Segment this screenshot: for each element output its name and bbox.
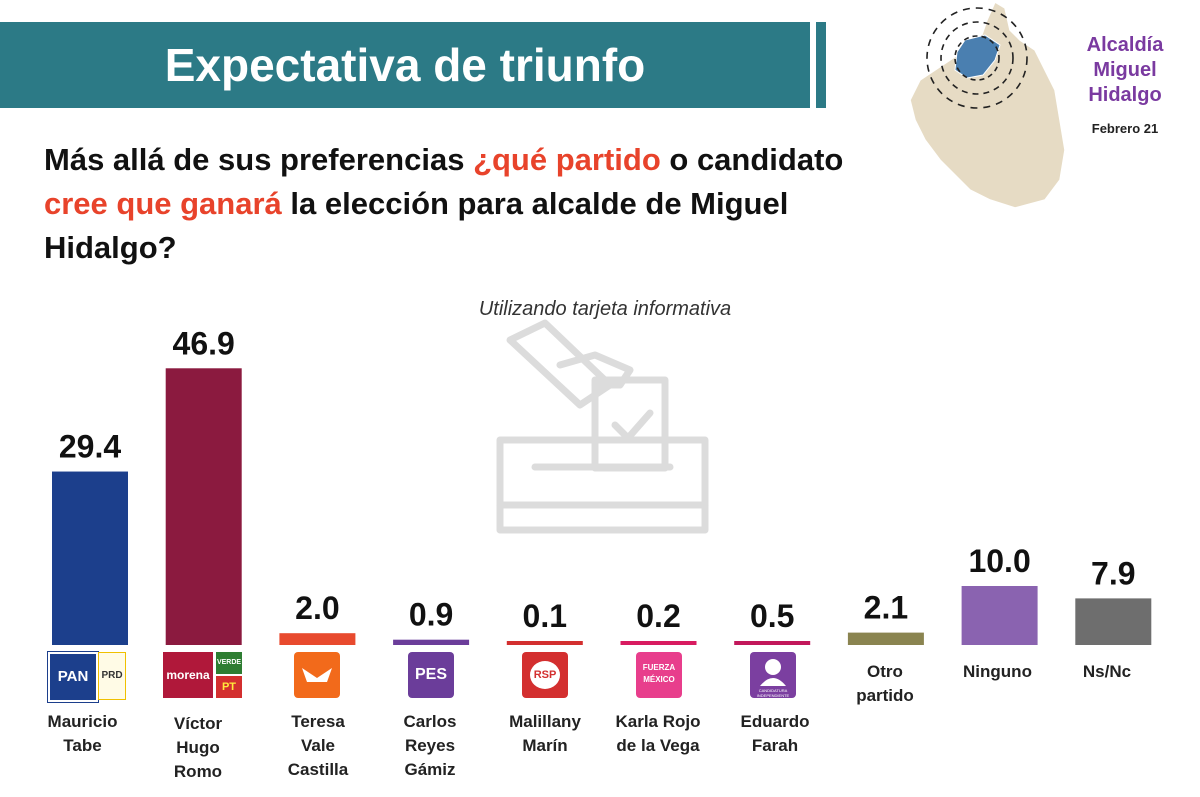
title-banner — [0, 22, 810, 108]
verde-logo-icon: VERDE — [216, 652, 242, 674]
bar-7 — [847, 632, 924, 645]
data-label-1: 46.9 — [173, 325, 235, 361]
fuerza-mexico-logo-icon: FUERZA MÉXICO — [636, 652, 682, 698]
question-highlight-1: ¿qué partido — [473, 142, 661, 177]
method-note: Utilizando tarjeta informativa — [478, 298, 732, 320]
category-label-6: Eduardo Farah — [740, 712, 810, 755]
pan-logo-icon: PAN — [47, 651, 99, 703]
question-text: Más allá de sus preferencias ¿qué partid… — [44, 138, 864, 270]
bar-3 — [393, 639, 470, 645]
category-label-7: Otro partido — [856, 662, 914, 705]
rsp-logo-text: RSP — [530, 661, 560, 689]
bar-4 — [506, 641, 583, 645]
data-label-4: 0.1 — [523, 598, 567, 634]
data-label-0: 29.4 — [59, 429, 121, 465]
category-label-4: Malillany Marín — [509, 712, 581, 755]
pt-logo-icon: PT — [216, 676, 242, 698]
data-label-6: 0.5 — [750, 598, 794, 634]
category-label-9: Ns/Nc — [1082, 662, 1132, 681]
data-label-7: 2.1 — [864, 590, 908, 626]
data-label-8: 10.0 — [968, 543, 1030, 579]
movimiento-ciudadano-logo-icon — [294, 652, 340, 698]
bar-1 — [165, 368, 242, 645]
rsp-logo-icon: RSP — [522, 652, 568, 698]
question-part-1: Más allá de sus preferencias — [44, 142, 474, 177]
category-label-0: Mauricio Tabe — [47, 712, 118, 755]
question-part-2: o candidato — [660, 142, 844, 177]
date-label: Febrero 21 — [1091, 121, 1159, 136]
place-label: Alcaldía Miguel Hidalgo — [1086, 34, 1164, 106]
ballot-box-icon — [470, 315, 720, 545]
cdmx-map-graphic — [895, 0, 1075, 215]
title-banner-stripe — [816, 22, 826, 108]
prd-logo-icon: PRD — [98, 652, 126, 700]
data-label-2: 2.0 — [295, 590, 339, 626]
data-label-5: 0.2 — [636, 598, 680, 634]
question-part-3: la elección para alcalde de Miguel Hidal… — [44, 186, 789, 265]
category-label-2: Teresa Vale Castilla — [287, 712, 349, 779]
page-title: Expectativa de triunfo — [164, 39, 646, 91]
pes-logo-icon: PES — [408, 652, 454, 698]
data-label-9: 7.9 — [1091, 555, 1135, 591]
question-highlight-2: cree que ganará — [44, 186, 282, 221]
bar-8 — [961, 586, 1038, 645]
category-label-3: Carlos Reyes Gámiz — [403, 712, 457, 779]
data-label-3: 0.9 — [409, 597, 453, 633]
bar-6 — [734, 641, 811, 645]
bar-9 — [1075, 598, 1152, 645]
category-label-5: Karla Rojo de la Vega — [615, 712, 701, 755]
category-label-8: Ninguno — [963, 662, 1032, 681]
bar-0 — [52, 471, 128, 645]
bar-5 — [620, 641, 697, 645]
bar-2 — [279, 633, 356, 645]
category-label-1: Víctor Hugo Romo — [173, 714, 223, 781]
independiente-logo-icon: CANDIDATURA INDEPENDIENTE — [750, 652, 796, 698]
independiente-logo-text: CANDIDATURA INDEPENDIENTE — [756, 688, 790, 698]
morena-logo-icon: morena — [163, 652, 213, 698]
